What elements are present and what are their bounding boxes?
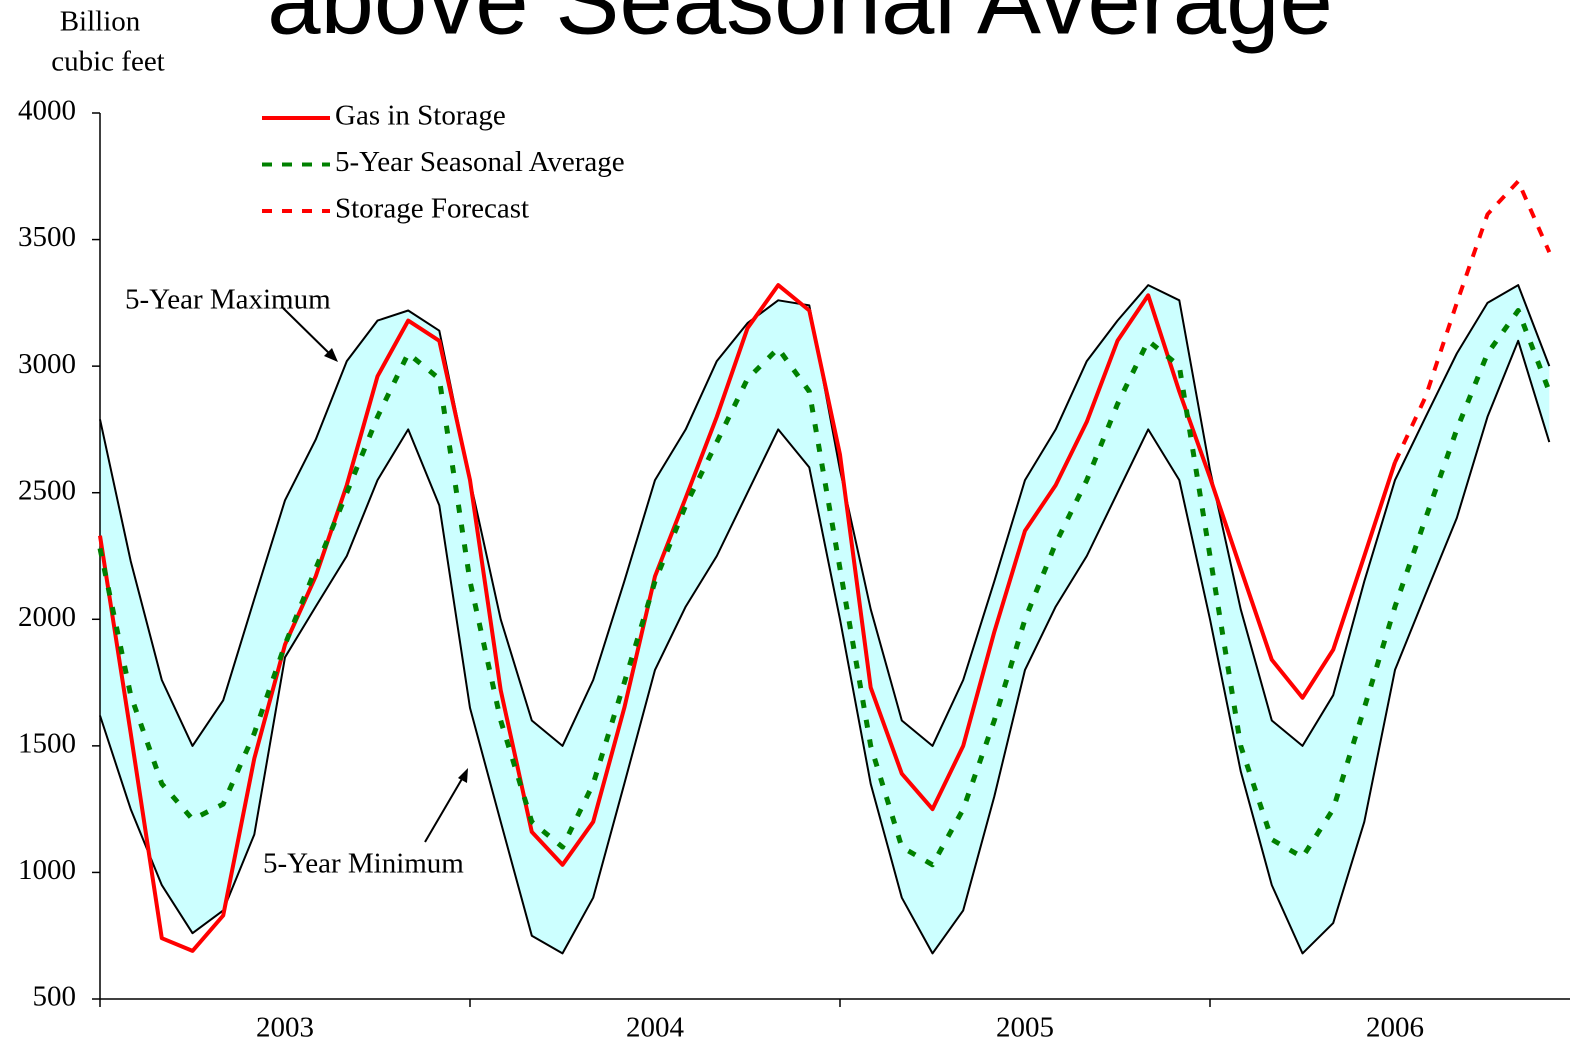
series-line <box>1393 179 1552 464</box>
y-tick-label: 1000 <box>18 854 76 886</box>
x-tick-label: 2004 <box>626 1012 685 1044</box>
legend-label: 5-Year Seasonal Average <box>335 146 625 178</box>
x-tick-label: 2006 <box>1366 1012 1424 1044</box>
series-line <box>98 283 1397 953</box>
annotation-arrow <box>282 307 337 361</box>
y-tick-label: 4000 <box>18 95 76 127</box>
arrow-head <box>324 348 338 362</box>
chart-title: above Seasonal Average <box>267 0 1333 54</box>
legend-label: Gas in Storage <box>335 100 506 132</box>
x-tick-label: 2005 <box>996 1012 1054 1044</box>
y-tick-label: 2500 <box>18 474 76 506</box>
y-axis-label: Billion <box>60 6 141 38</box>
y-axis-label: cubic feet <box>51 46 165 78</box>
annotation-arrow <box>424 771 467 843</box>
y-tick-label: 2000 <box>18 601 76 633</box>
series-line <box>99 339 1551 955</box>
arrow-head <box>458 768 468 783</box>
x-tick-label: 2003 <box>256 1012 314 1044</box>
y-tick-label: 3500 <box>18 221 76 253</box>
legend-label: Storage Forecast <box>335 193 529 225</box>
annotation: 5-Year Minimum <box>263 848 464 880</box>
y-tick-label: 3000 <box>18 348 76 380</box>
y-tick-label: 500 <box>33 981 77 1013</box>
annotation: 5-Year Maximum <box>125 284 331 316</box>
y-tick-label: 1500 <box>18 728 76 760</box>
series-line <box>97 308 1552 868</box>
